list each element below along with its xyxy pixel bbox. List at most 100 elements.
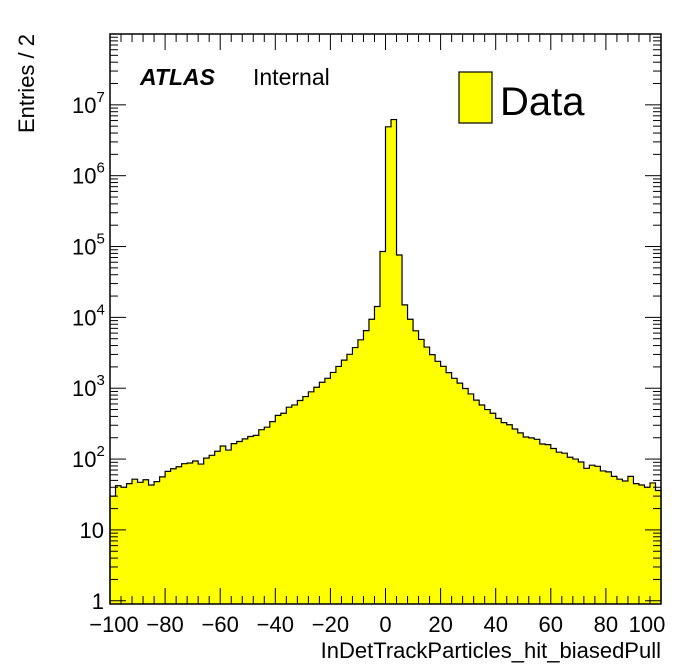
histogram-bin — [396, 254, 403, 605]
histogram-bin — [490, 413, 496, 604]
histogram-bin — [418, 339, 425, 604]
histogram-bin — [126, 483, 133, 604]
y-tick-label: 107 — [72, 89, 105, 118]
legend-swatch — [458, 71, 493, 124]
y-tick-labels: 1 10 102 103 104 105 106 107 — [72, 89, 105, 614]
histogram-bin — [638, 485, 645, 604]
x-tick-label: 60 — [539, 612, 563, 637]
histogram-bin — [308, 391, 315, 604]
histogram-bin — [528, 437, 535, 604]
histogram-bin — [253, 435, 260, 604]
y-tick-label: 105 — [72, 231, 105, 260]
histogram-bin — [594, 466, 601, 604]
histogram-bin — [468, 393, 474, 604]
histogram-outline — [109, 118, 662, 604]
histogram-bin — [192, 460, 199, 604]
x-tick-label: 100 — [629, 612, 666, 637]
histogram-bin — [363, 330, 370, 604]
histogram-bin — [165, 471, 171, 604]
histogram-bin — [391, 119, 397, 604]
histogram-bin — [495, 418, 502, 604]
x-tick-label: 0 — [379, 612, 391, 637]
x-tick-labels: −100 −80 −60 −40 −20 0 20 40 60 80 100 — [89, 612, 665, 637]
histogram-bin — [583, 468, 590, 604]
x-tick-label: 80 — [594, 612, 618, 637]
histogram-bin — [203, 458, 210, 604]
histogram-bin — [633, 483, 640, 604]
histogram-bin — [143, 479, 149, 604]
histogram-bin — [402, 304, 408, 604]
x-tick-label: −80 — [146, 612, 183, 637]
histogram-bin — [561, 453, 568, 604]
y-tick-label: 104 — [72, 301, 105, 330]
histogram-bin — [264, 427, 271, 604]
histogram-bin — [440, 366, 447, 604]
histogram-bin — [600, 470, 607, 604]
histogram-bin — [198, 464, 204, 604]
x-tick-label: −60 — [202, 612, 239, 637]
histogram-bin — [247, 436, 254, 604]
histogram-bin — [121, 487, 127, 604]
histogram-bin — [479, 404, 485, 604]
histogram-bin — [291, 404, 298, 604]
histogram-bin — [413, 330, 419, 604]
histogram-bin — [534, 439, 541, 604]
x-axis-title: InDetTrackParticles_hit_biasedPull — [321, 638, 661, 663]
histogram-bin — [159, 476, 166, 604]
histogram-bin — [649, 482, 656, 604]
histogram-bin — [655, 490, 662, 604]
histogram-bin — [170, 468, 177, 604]
histogram-bin — [275, 415, 282, 604]
y-axis-title: Entries / 2 — [14, 34, 39, 133]
histogram-bin — [313, 387, 320, 604]
histogram-bin — [187, 463, 193, 604]
histogram-bin — [644, 487, 651, 604]
histogram-bin — [572, 459, 579, 604]
histogram-bin — [611, 476, 618, 604]
histogram-bin — [297, 400, 304, 604]
histogram-bin — [457, 383, 463, 604]
histogram-bin — [605, 471, 612, 604]
histogram-bin — [286, 407, 293, 604]
histogram-bin — [154, 481, 160, 604]
histogram-bin — [545, 444, 552, 604]
histogram-bin — [550, 448, 557, 604]
histogram-bin — [429, 354, 436, 604]
histogram-bin — [137, 482, 144, 604]
histogram-bin — [242, 438, 249, 604]
x-tick-label: 20 — [428, 612, 452, 637]
histogram-bin — [484, 409, 491, 604]
histogram-bin — [181, 463, 188, 604]
y-tick-label: 103 — [72, 372, 105, 401]
atlas-label: Internal — [253, 64, 330, 90]
histogram-bin — [236, 441, 243, 604]
legend-entry-data: Data — [500, 80, 585, 124]
histogram-bin — [379, 251, 386, 604]
histogram-bin — [319, 382, 326, 604]
histogram-bin — [269, 421, 276, 604]
histogram-bin — [523, 436, 530, 604]
y-tick-label: 102 — [72, 443, 105, 472]
histogram-bin — [352, 347, 359, 604]
atlas-brand: ATLAS — [139, 64, 216, 90]
x-tick-label: −100 — [89, 612, 139, 637]
histogram-bin — [225, 450, 232, 604]
histogram-bin — [512, 428, 519, 604]
histogram-bin — [567, 457, 574, 604]
histogram-bin — [462, 388, 469, 604]
histogram-bin — [589, 465, 596, 604]
histogram-bin — [132, 479, 138, 604]
histogram-bin — [115, 485, 122, 604]
histogram-bin — [302, 396, 309, 604]
histogram-bin — [374, 306, 381, 604]
histogram-bin — [335, 366, 342, 604]
histogram-bin — [220, 445, 227, 604]
histogram-bin — [280, 413, 287, 604]
histogram-bin — [506, 424, 513, 604]
histogram-bin — [622, 481, 629, 604]
histogram-bin — [346, 354, 353, 604]
histogram-bin — [341, 360, 348, 604]
histogram-bin — [627, 476, 634, 604]
histogram-bin — [231, 443, 238, 604]
histogram-bin — [451, 378, 458, 604]
